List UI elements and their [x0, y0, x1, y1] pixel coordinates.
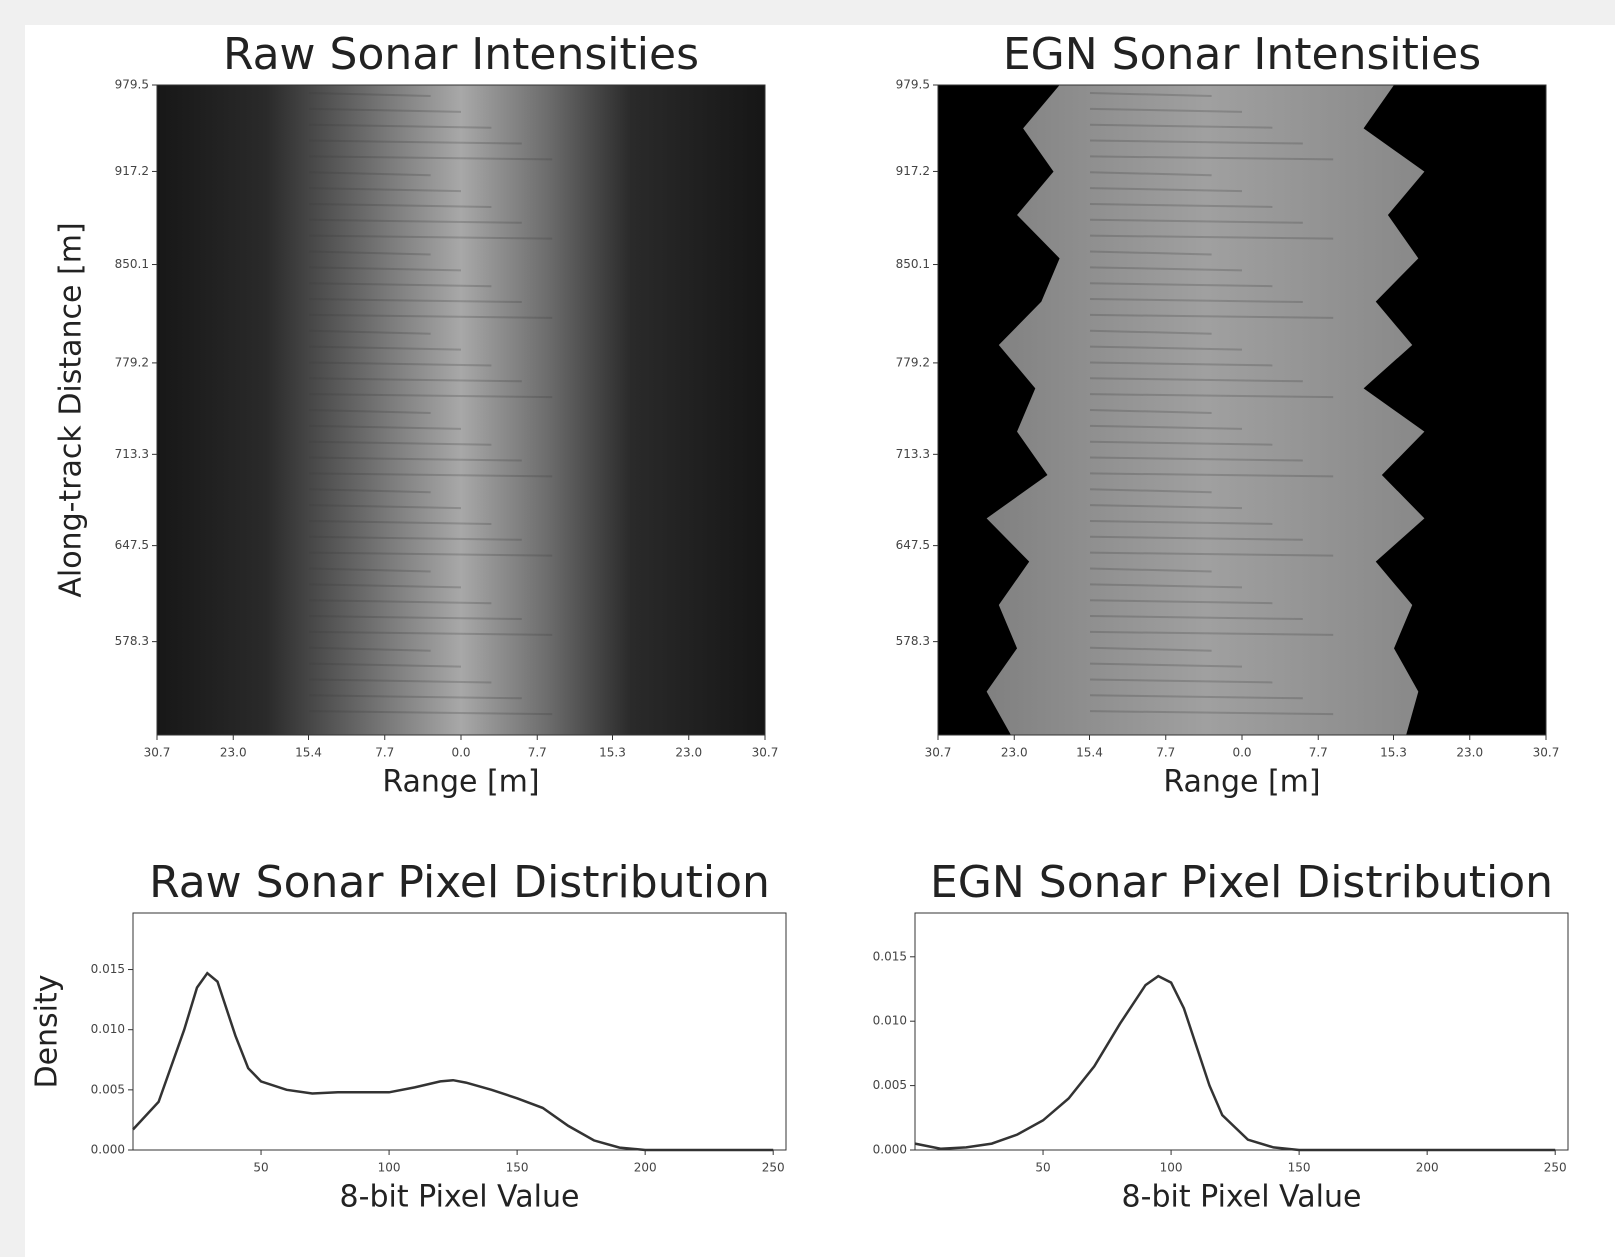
- y-tick-label: 779.2: [896, 355, 930, 369]
- y-tick-label: 779.2: [115, 355, 149, 369]
- y-tick-label: 917.2: [115, 164, 149, 178]
- y-tick-label: 0.005: [91, 1082, 125, 1096]
- y-axis-label: Along-track Distance [m]: [54, 222, 89, 597]
- x-tick-label: 15.3: [599, 746, 626, 760]
- x-tick-label: 23.0: [1456, 746, 1483, 760]
- y-tick-label: 0.000: [91, 1143, 125, 1157]
- y-tick-label: 713.3: [896, 447, 930, 461]
- x-tick-label: 200: [1416, 1161, 1439, 1175]
- x-tick-label: 15.4: [1076, 746, 1103, 760]
- x-tick-label: 50: [253, 1161, 268, 1175]
- x-axis-label: Range [m]: [382, 765, 539, 800]
- x-axis-label: Range [m]: [1163, 765, 1320, 800]
- x-tick-label: 0.0: [451, 746, 470, 760]
- x-tick-label: 23.0: [675, 746, 702, 760]
- x-tick-label: 150: [506, 1161, 529, 1175]
- y-tick-label: 578.3: [115, 634, 149, 648]
- y-tick-label: 979.5: [896, 78, 930, 92]
- x-tick-label: 100: [1160, 1161, 1183, 1175]
- y-tick-label: 578.3: [896, 634, 930, 648]
- x-tick-label: 150: [1288, 1161, 1311, 1175]
- y-tick-label: 713.3: [115, 447, 149, 461]
- x-axis-label: 8-bit Pixel Value: [1122, 1180, 1362, 1215]
- x-tick-label: 250: [1544, 1161, 1567, 1175]
- y-tick-label: 0.015: [873, 949, 907, 963]
- sonar-image: [157, 85, 765, 735]
- x-tick-label: 30.7: [925, 746, 952, 760]
- figure: Raw Sonar Intensities 30.7 23.0 15.4 7.7 0.0 7…: [0, 0, 1615, 1257]
- x-tick-label: 0.0: [1232, 746, 1251, 760]
- x-tick-label: 7.7: [1309, 746, 1328, 760]
- chart-title: EGN Sonar Pixel Distribution: [930, 857, 1553, 908]
- chart-title: Raw Sonar Pixel Distribution: [149, 857, 770, 908]
- y-tick-label: 0.000: [873, 1143, 907, 1157]
- x-tick-label: 7.7: [528, 746, 547, 760]
- sonar-image-content: [987, 85, 1425, 735]
- chart-title: Raw Sonar Intensities: [223, 29, 699, 80]
- y-tick-label: 850.1: [896, 257, 930, 271]
- x-tick-label: 50: [1035, 1161, 1050, 1175]
- y-tick-label: 0.010: [873, 1014, 907, 1028]
- y-tick-label: 979.5: [115, 78, 149, 92]
- x-tick-label: 23.0: [1001, 746, 1028, 760]
- chart-title: EGN Sonar Intensities: [1003, 29, 1481, 80]
- x-tick-label: 30.7: [144, 746, 171, 760]
- x-tick-label: 200: [634, 1161, 657, 1175]
- x-tick-label: 250: [762, 1161, 785, 1175]
- y-tick-label: 0.015: [91, 962, 125, 976]
- y-tick-label: 850.1: [115, 257, 149, 271]
- x-tick-label: 30.7: [752, 746, 779, 760]
- y-axis-label: Density: [30, 974, 65, 1088]
- y-tick-label: 647.5: [896, 538, 930, 552]
- x-tick-label: 15.3: [1380, 746, 1407, 760]
- y-tick-label: 0.005: [873, 1078, 907, 1092]
- x-axis-label: 8-bit Pixel Value: [340, 1180, 580, 1215]
- x-tick-label: 7.7: [1156, 746, 1175, 760]
- x-tick-label: 15.4: [295, 746, 322, 760]
- x-tick-label: 7.7: [375, 746, 394, 760]
- x-tick-label: 30.7: [1533, 746, 1560, 760]
- y-tick-label: 0.010: [91, 1022, 125, 1036]
- y-tick-label: 917.2: [896, 164, 930, 178]
- x-tick-label: 100: [378, 1161, 401, 1175]
- y-tick-label: 647.5: [115, 538, 149, 552]
- x-tick-label: 23.0: [220, 746, 247, 760]
